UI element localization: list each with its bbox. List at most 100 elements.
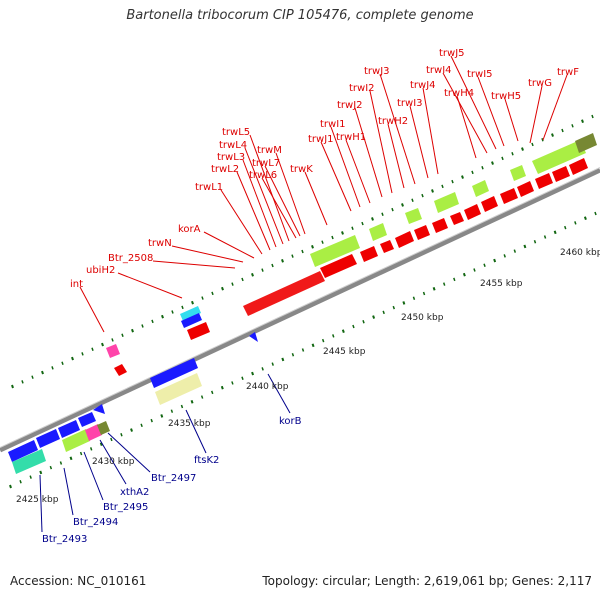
- gene-trwJ4: [472, 180, 489, 197]
- tick-mark: [481, 165, 484, 170]
- tick-mark: [382, 310, 385, 315]
- tick-mark: [41, 370, 44, 375]
- gene-label-trwL1: trwL1: [195, 182, 223, 193]
- gene-label-korA: korA: [178, 224, 201, 235]
- gene-label-trwK: trwK: [290, 164, 313, 175]
- tick-mark: [11, 384, 14, 389]
- tick-label-2450: 2450 kbp: [401, 313, 444, 323]
- gene-ftsK2: [155, 373, 202, 405]
- tick-mark: [79, 451, 83, 456]
- tick-mark: [332, 334, 335, 338]
- tick-mark: [501, 156, 504, 161]
- gene-trwH1: [380, 240, 394, 253]
- gene-trwG2: [535, 173, 553, 189]
- tick-mark: [341, 329, 345, 333]
- tick-mark: [291, 254, 294, 258]
- gene-label-trwL4: trwL4: [219, 140, 247, 151]
- tick-mark: [471, 170, 474, 175]
- tick-mark: [541, 138, 544, 142]
- map-title: Bartonella tribocorum CIP 105476, comple…: [126, 8, 474, 23]
- gene-int: [106, 344, 120, 358]
- tick-mark: [271, 263, 274, 268]
- gene-Btr-2495-b: [85, 424, 102, 441]
- tick-label-2425: 2425 kbp: [16, 495, 59, 505]
- gene-ubiH2-red: [187, 322, 210, 340]
- tick-mark: [412, 296, 416, 300]
- accession-text: Accession: NC_010161: [10, 574, 147, 588]
- gene-label-trwJ5: trwJ5: [439, 48, 465, 59]
- tick-mark: [451, 179, 454, 184]
- gene-ubiH2-blue: [181, 313, 202, 328]
- gene-label-trwL3: trwL3: [217, 152, 245, 163]
- tick-mark: [59, 461, 63, 465]
- tick-mark: [171, 310, 174, 314]
- gene-label-trwH4: trwH4: [444, 88, 474, 99]
- gene-trwJ1: [369, 223, 387, 241]
- tick-mark: [190, 399, 194, 404]
- tick-mark: [442, 282, 446, 286]
- tick-mark: [551, 133, 554, 137]
- gene-label-trwI4: trwI4: [426, 65, 452, 76]
- gene-label-trwM: trwM: [257, 145, 282, 156]
- tick-mark: [453, 277, 456, 282]
- tick-mark: [201, 296, 204, 300]
- tick-mark: [321, 240, 324, 244]
- tick-mark: [91, 347, 94, 351]
- tick-mark: [381, 212, 384, 216]
- tick-label-2445: 2445 kbp: [323, 347, 366, 357]
- tick-mark: [221, 286, 224, 291]
- tick-mark: [533, 240, 537, 244]
- gene-xthA2: [78, 412, 96, 427]
- tick-mark: [523, 244, 527, 249]
- gene-Btr-2497: [93, 404, 105, 414]
- tick-mark: [574, 221, 577, 225]
- gene-label-trwG: trwG: [528, 78, 552, 89]
- tick-mark: [261, 367, 264, 371]
- tick-mark: [432, 286, 436, 291]
- gene-trwK: [310, 235, 360, 267]
- gene-label-trwJ1: trwJ1: [308, 134, 334, 145]
- tick-mark: [553, 230, 557, 235]
- genome-backbone-highlight: [0, 167, 600, 448]
- tick-mark: [321, 338, 325, 343]
- tick-mark: [160, 414, 164, 418]
- gene-trwJ3: [434, 192, 459, 213]
- gene-Btr-2493: [8, 440, 38, 462]
- gene-label-trwH1: trwH1: [336, 132, 366, 143]
- tick-mark: [391, 207, 394, 212]
- tick-mark: [371, 217, 374, 221]
- tick-mark: [331, 235, 334, 240]
- tick-mark: [131, 328, 134, 333]
- tick-mark: [561, 128, 564, 133]
- tick-mark: [9, 484, 12, 489]
- leader-lines-bottom: [39, 373, 291, 533]
- tick-mark: [311, 245, 314, 249]
- tick-dots-upper: [11, 114, 594, 389]
- gene-label-Btr_2493: Btr_2493: [42, 534, 87, 545]
- gene-label-trwJ3: trwJ3: [364, 66, 390, 77]
- tick-mark: [69, 456, 73, 461]
- gene-trwJ5: [510, 165, 526, 181]
- genome-backbone: [0, 167, 600, 453]
- tick-mark: [352, 324, 355, 329]
- tick-label-2435: 2435 kbp: [168, 419, 211, 429]
- gene-label-ubiH2: ubiH2: [86, 265, 115, 276]
- gene-label-trwH2: trwH2: [378, 116, 408, 127]
- tick-mark: [220, 385, 224, 390]
- tick-mark: [110, 437, 113, 442]
- tick-mark: [251, 272, 254, 277]
- gene-trwH3: [450, 212, 464, 225]
- gene-Btr-2494: [36, 429, 60, 448]
- tick-mark: [51, 366, 54, 370]
- tick-mark: [531, 142, 534, 147]
- tick-mark: [29, 475, 32, 479]
- gene-label-trwJ2: trwJ2: [337, 100, 363, 111]
- gene-label-ftsK2: ftsK2: [194, 455, 219, 466]
- tick-mark: [180, 404, 184, 409]
- gene-trwI1: [360, 246, 378, 262]
- tick-mark: [21, 380, 24, 384]
- gene-Btr-2493-b: [12, 449, 46, 474]
- tick-label-2460: 2460 kbp: [560, 248, 600, 258]
- gene-trwI4: [464, 204, 481, 220]
